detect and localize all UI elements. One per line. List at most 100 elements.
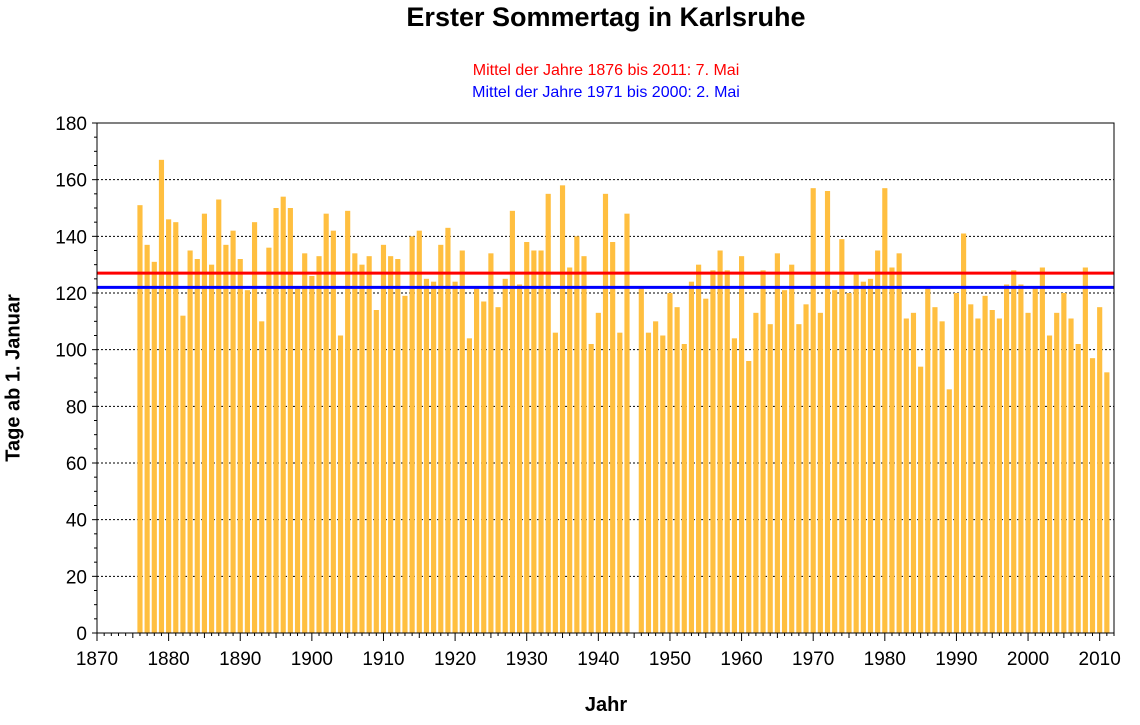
bar-2001 xyxy=(1032,287,1038,633)
bar-1967 xyxy=(789,264,795,633)
bar-1980 xyxy=(882,188,888,633)
bar-1947 xyxy=(645,332,652,633)
bar-1883 xyxy=(187,250,193,633)
bar-1882 xyxy=(180,315,186,633)
bars xyxy=(137,159,1110,634)
bar-1983 xyxy=(903,318,909,633)
bar-1901 xyxy=(316,256,322,633)
y-tick-label-0: 0 xyxy=(76,624,87,645)
y-tick-label-160: 160 xyxy=(55,171,87,192)
bar-1935 xyxy=(559,185,566,634)
bar-1888 xyxy=(223,244,229,634)
bar-1908 xyxy=(366,256,372,633)
bar-1942 xyxy=(610,242,616,633)
bar-1900 xyxy=(309,276,315,633)
bar-1879 xyxy=(158,159,165,634)
bar-1921 xyxy=(459,250,465,633)
bar-1934 xyxy=(552,332,558,633)
bar-1953 xyxy=(688,281,695,633)
bar-2010 xyxy=(1097,307,1103,633)
bar-1881 xyxy=(173,222,179,633)
x-tick-label-2000: 2000 xyxy=(1007,649,1049,670)
bar-1924 xyxy=(481,301,487,633)
bar-1885 xyxy=(201,213,208,633)
bar-1897 xyxy=(287,208,293,633)
bar-1972 xyxy=(824,191,831,633)
bar-1960 xyxy=(738,256,745,633)
bar-1880 xyxy=(166,219,172,634)
bar-1971 xyxy=(817,312,823,633)
x-tick-label-1960: 1960 xyxy=(720,649,762,670)
bar-1920 xyxy=(452,281,458,633)
bar-1965 xyxy=(774,253,780,634)
reference-line-label-1971-2000-mean: Mittel der Jahre 1971 bis 2000: 2. Mai xyxy=(472,84,740,101)
y-tick-label-60: 60 xyxy=(66,454,87,475)
bar-1956 xyxy=(710,270,716,633)
bar-1891 xyxy=(244,290,250,633)
bar-1905 xyxy=(345,210,351,634)
bar-1944 xyxy=(624,213,630,633)
bar-2004 xyxy=(1054,312,1060,633)
bar-1963 xyxy=(760,270,766,633)
bar-1962 xyxy=(753,312,759,633)
x-tick-label-1930: 1930 xyxy=(506,649,548,670)
y-axis-ticks: 0 20 40 60 80 100 120 140 160 180 xyxy=(55,114,97,645)
bar-2000 xyxy=(1025,312,1031,633)
bar-1932 xyxy=(538,250,544,633)
x-tick-label-1900: 1900 xyxy=(291,649,333,670)
bar-1898 xyxy=(294,287,301,633)
bar-1943 xyxy=(617,332,623,633)
bar-2009 xyxy=(1089,358,1096,633)
bar-1910 xyxy=(380,244,387,634)
bar-1991 xyxy=(961,233,967,633)
bar-1970 xyxy=(810,188,816,633)
bar-1933 xyxy=(545,193,551,634)
bar-1927 xyxy=(502,278,508,633)
bar-1974 xyxy=(839,239,845,633)
bar-2006 xyxy=(1068,318,1074,633)
bar-1913 xyxy=(402,295,408,633)
bar-1988 xyxy=(939,321,945,633)
bar-1985 xyxy=(918,366,924,633)
bar-2011 xyxy=(1104,372,1110,633)
bar-1989 xyxy=(946,389,952,633)
bar-1931 xyxy=(531,250,537,633)
bar-1952 xyxy=(681,344,687,633)
bar-1976 xyxy=(853,273,859,633)
bar-1986 xyxy=(925,287,931,633)
x-axis-label: Jahr xyxy=(584,694,628,716)
bar-1937 xyxy=(574,236,580,634)
bar-1889 xyxy=(230,230,236,633)
bar-2007 xyxy=(1075,344,1081,633)
bar-1996 xyxy=(996,318,1002,633)
bar-1902 xyxy=(323,213,329,633)
bar-1894 xyxy=(266,247,272,633)
bar-1884 xyxy=(194,259,200,633)
bar-1890 xyxy=(237,259,243,633)
bar-1978 xyxy=(867,278,874,633)
bar-1912 xyxy=(395,259,401,633)
bar-1918 xyxy=(438,244,444,634)
x-tick-label-1950: 1950 xyxy=(649,649,691,670)
bar-1950 xyxy=(667,293,673,633)
bar-1982 xyxy=(896,253,902,634)
bar-1957 xyxy=(717,250,723,633)
bar-1929 xyxy=(516,284,523,633)
bar-1930 xyxy=(524,242,530,633)
bar-2008 xyxy=(1082,267,1088,633)
bar-1938 xyxy=(581,256,587,633)
x-tick-label-1890: 1890 xyxy=(219,649,261,670)
bar-1911 xyxy=(388,256,394,633)
bar-1999 xyxy=(1018,284,1024,633)
y-tick-label-120: 120 xyxy=(55,284,87,305)
x-tick-label-1980: 1980 xyxy=(864,649,906,670)
bar-2005 xyxy=(1061,293,1067,633)
bar-1892 xyxy=(251,222,258,633)
bar-1928 xyxy=(509,210,515,634)
bar-1907 xyxy=(359,264,365,633)
bar-1984 xyxy=(910,312,917,633)
bar-1993 xyxy=(975,318,981,633)
bar-1981 xyxy=(889,267,895,633)
bar-1876 xyxy=(137,205,143,633)
